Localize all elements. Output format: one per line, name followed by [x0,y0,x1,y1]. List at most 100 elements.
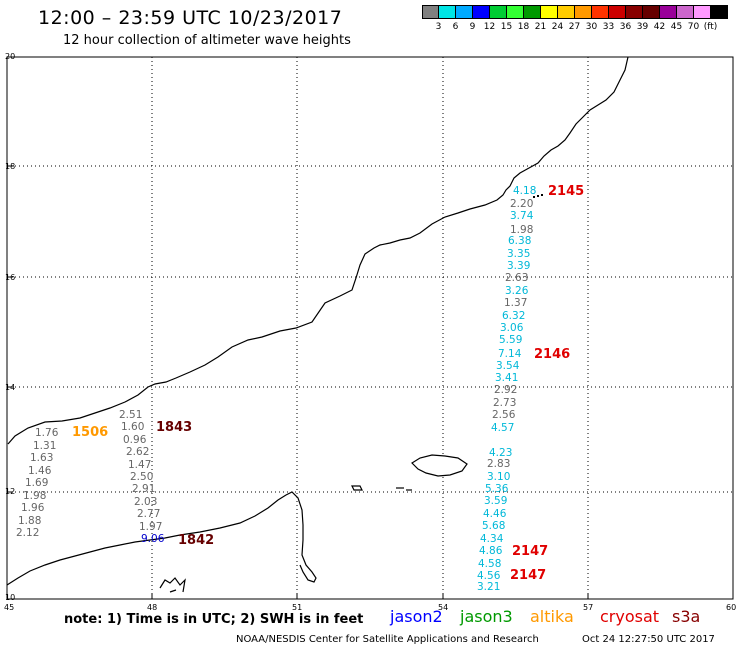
color-scale [422,5,728,19]
wave-height-value: 5.68 [482,520,506,532]
wave-height-value: 2.56 [492,409,516,421]
scale-swatch [711,5,728,19]
scale-label: 21 [534,22,547,32]
scale-swatch [490,5,507,19]
y-tick-label: 10 [5,593,16,602]
wave-height-value: 2.63 [505,272,529,284]
scale-swatch [626,5,643,19]
scale-label: 6 [452,22,459,32]
wave-height-value: 4.46 [483,508,507,520]
wave-height-value: 2.91 [132,483,156,496]
y-tick-label: 12 [5,487,16,496]
wave-height-value: 2.50 [130,471,154,483]
wave-height-value: 3.21 [477,581,501,593]
wave-height-value: 2.12 [16,527,40,539]
scale-swatch [439,5,456,19]
scale-swatch [575,5,592,19]
wave-height-value: 4.34 [480,533,504,545]
note-text: note: 1) Time is in UTC; 2) SWH is in fe… [64,612,364,627]
legend-altika: altika [530,607,574,626]
track-marks [533,194,543,198]
wave-height-value: 4.86 [479,545,503,557]
scale-label: 45 [670,22,683,32]
pass-time-label: 2145 [548,184,585,199]
wave-height-value: 3.06 [500,322,524,334]
wave-height-value: 4.56 [477,570,501,582]
wave-height-value: 3.74 [510,210,534,222]
wave-height-value: 3.10 [487,471,511,483]
grid-ticks [7,165,734,599]
wave-height-value: 3.35 [507,248,531,260]
wave-height-value: 3.41 [495,372,519,384]
map-title: 12:00 – 23:59 UTC 10/23/2017 [38,7,343,29]
legend-jason3: jason3 [460,607,513,626]
color-scale-labels: 3 6 9 12 15 18 21 24 27 30 33 36 39 42 45 70 (ft) [422,22,740,34]
wave-height-value: 7.14 [498,348,522,360]
scale-label: 36 [619,22,632,32]
scale-label: 15 [500,22,513,32]
scale-swatch [507,5,524,19]
wave-height-value: 1.37 [504,297,528,309]
scale-label: (ft) [703,22,718,32]
wave-height-value: 1.63 [30,452,54,464]
scale-label: 27 [568,22,581,32]
scale-label: 42 [653,22,666,32]
scale-label: 30 [585,22,598,32]
scale-label: 9 [469,22,476,32]
footer-timestamp: Oct 24 12:27:50 UTC 2017 [582,634,715,645]
scale-swatch [677,5,694,19]
wave-height-value: 3.39 [507,260,531,272]
scale-label: 33 [602,22,615,32]
wave-height-value: 2.62 [126,446,150,459]
wave-height-value: 0.96 [123,433,147,446]
wave-height-value: 5.59 [499,334,523,346]
wave-height-value: 4.23 [489,447,513,459]
y-tick-label: 14 [5,383,16,392]
scale-swatch [660,5,677,19]
wave-height-value: 1.98 [510,224,534,236]
scale-swatch [524,5,541,19]
wave-height-value: 1.97 [139,520,163,533]
scale-swatch [473,5,490,19]
wave-height-value: 1.88 [18,514,42,527]
x-tick-label: 45 [4,603,15,612]
pass-time-label: 2147 [512,544,549,559]
pass-time-label: 1506 [72,425,109,440]
scale-swatch [422,5,439,19]
wave-height-value: 4.58 [478,558,502,570]
legend-s3a: s3a [672,607,701,626]
scale-label: 3 [435,22,442,32]
wave-height-value: 1.31 [33,439,57,452]
wave-height-value: 2.51 [119,409,143,421]
wave-height-value: 2.83 [487,458,511,470]
wave-height-value: 4.57 [491,422,515,434]
wave-height-value: 3.26 [505,285,529,297]
map-frame [6,56,734,600]
legend-cryosat: cryosat [600,607,660,626]
x-tick-label: 60 [726,603,737,612]
scale-label: 39 [636,22,649,32]
scale-label: 12 [483,22,496,32]
wave-height-value: 2.20 [510,198,534,210]
wave-height-value: 6.38 [508,235,532,247]
map-subtitle: 12 hour collection of altimeter wave hei… [63,33,351,48]
x-tick-label: 57 [583,603,594,612]
islet-1 [351,485,363,491]
pass-time-label: 2147 [510,568,547,583]
wave-height-value: 1.98 [23,489,47,502]
wave-height-value: 2.77 [137,508,161,521]
oman-coastline [7,56,629,445]
wave-height-value: 3.59 [484,495,508,507]
socotra-island [411,454,468,477]
y-tick-label: 16 [5,273,16,282]
wave-height-value: 1.47 [128,458,152,471]
scale-swatch [558,5,575,19]
wave-height-value: 3.54 [496,360,520,372]
scale-label: 24 [551,22,564,32]
pass-time-label: 2146 [534,347,571,362]
wave-height-value: 1.76 [35,427,59,439]
wave-height-value: 5.36 [485,483,509,495]
wave-height-value: 2.03 [134,495,158,508]
coastal-islands [159,577,186,593]
